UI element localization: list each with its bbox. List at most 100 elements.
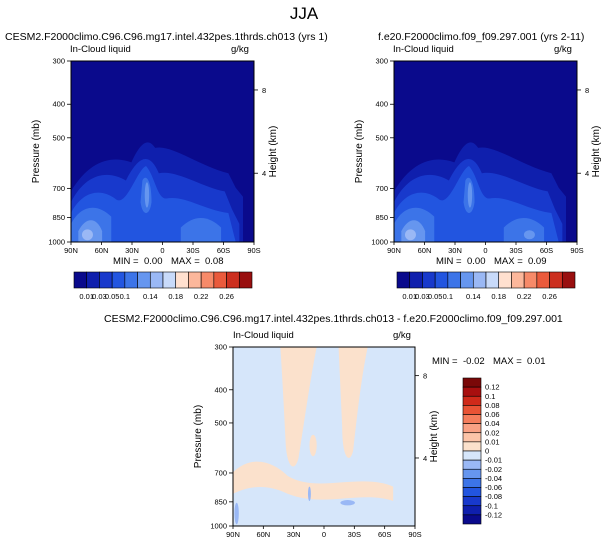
diff-colorbar-label-11: -0.06 <box>485 483 502 492</box>
panel2-level-6 <box>404 229 416 241</box>
panel1-contour-fill <box>71 61 254 242</box>
panel1-level-6 <box>81 229 93 241</box>
panel2-units-label: g/kg <box>554 44 572 55</box>
panel2-height-tick-label-4: 4 <box>585 169 589 178</box>
panel1-title: CESM2.F2000climo.C96.C96.mg17.intel.432p… <box>5 31 328 43</box>
diff-colorbar-box-1 <box>462 386 482 397</box>
panel1-height-tick-label-8: 8 <box>262 86 266 95</box>
panel1-colorbar-box-4 <box>124 271 138 289</box>
panel1-colorbar-label-7: 0.26 <box>219 292 234 301</box>
diff-ytick-label-500: 500 <box>214 418 227 427</box>
panel1-colorbar-box-3 <box>111 271 126 289</box>
panel1-colorbar-label-5: 0.18 <box>168 292 183 301</box>
panel2-colorbar-box-6 <box>472 271 487 289</box>
diff-xtick-label-0: 90N <box>226 530 240 539</box>
panel1-colorbar-box-12 <box>226 271 240 289</box>
panel1-ytick-label-700: 700 <box>52 184 65 193</box>
panel1-colorbar-label-2: 0.05 <box>105 292 120 301</box>
panel1-ytick-label-1000: 1000 <box>48 238 65 247</box>
panel1-right-axis-title: Height (km) <box>268 126 279 178</box>
panel1-ytick-label-400: 400 <box>52 100 65 109</box>
panel1-xtick-label-3: 0 <box>160 246 164 255</box>
diff-max-label: MAX = <box>493 356 522 367</box>
diff-xtick-label-2: 30N <box>287 530 301 539</box>
panel2-colorbar-box-13 <box>561 271 576 289</box>
panel2-colorbar-label-5: 0.18 <box>491 292 506 301</box>
diff-colorbar-box-15 <box>462 514 482 525</box>
panel1-min-label: MIN = <box>113 256 139 267</box>
diff-level-neg-spot-a <box>307 486 311 501</box>
diff-level-pos-b <box>338 347 368 458</box>
diff-colorbar-box-11 <box>462 478 482 488</box>
panel2-colorbar-box-9 <box>511 271 525 289</box>
panel1-units-label: g/kg <box>231 44 249 55</box>
diff-units-label: g/kg <box>393 330 411 341</box>
diff-colorbar-label-0: 0.12 <box>485 383 500 392</box>
diff-colorbar-label-9: -0.02 <box>485 465 502 474</box>
diff-colorbar-box-2 <box>462 395 482 406</box>
panel2-colorbar-box-10 <box>523 271 538 289</box>
panel2-min-label: MIN = <box>436 256 462 267</box>
diff-colorbar-label-4: 0.04 <box>485 419 500 428</box>
panel1-xtick-label-6: 90S <box>247 246 260 255</box>
diff-ytick-label-1000: 1000 <box>210 522 227 531</box>
panel2-xtick-label-0: 90N <box>387 246 401 255</box>
diff-title: CESM2.F2000climo.C96.C96.mg17.intel.432p… <box>104 313 563 325</box>
panel2-colorbar-label-6: 0.22 <box>517 292 532 301</box>
panel1-variable-label: In-Cloud liquid <box>70 44 131 55</box>
diff-ytick-label-700: 700 <box>214 468 227 477</box>
panel1-colorbar-box-2 <box>99 271 113 289</box>
panel2-colorbar-box-11 <box>536 271 550 289</box>
diff-colorbar-label-5: 0.02 <box>485 428 500 437</box>
diff-colorbar-box-7 <box>462 441 482 452</box>
panel1-colorbar-label-3: 0.1 <box>120 292 130 301</box>
diff-max-value: 0.01 <box>527 356 546 367</box>
panel1-xtick-label-1: 60N <box>95 246 109 255</box>
diff-height-tick-label-4: 4 <box>423 454 427 463</box>
diff-height-tick-label-8: 8 <box>423 372 427 381</box>
diff-colorbar-box-4 <box>462 414 482 424</box>
panel2-colorbar-label-7: 0.26 <box>542 292 557 301</box>
diff-colorbar-box-12 <box>462 487 482 497</box>
panel2-colorbar-box-0 <box>396 271 411 289</box>
panel2-colorbar-box-7 <box>485 271 500 289</box>
panel2-max-label: MAX = <box>494 256 523 267</box>
diff-colorbar-label-2: 0.08 <box>485 401 500 410</box>
panel1-colorbar-box-13 <box>238 271 253 289</box>
panel1-xtick-label-0: 90N <box>64 246 78 255</box>
panel2-colorbar-label-3: 0.1 <box>443 292 453 301</box>
panel2-colorbar-label-0: 0.01 <box>402 292 417 301</box>
diff-colorbar-box-5 <box>462 423 482 434</box>
diff-xtick-label-3: 0 <box>322 530 326 539</box>
diff-level-pos-c <box>233 461 394 501</box>
diff-right-axis-title: Height (km) <box>429 411 440 463</box>
panel1-ytick-label-300: 300 <box>52 57 65 66</box>
diff-xtick-label-4: 30S <box>348 530 361 539</box>
panel2-ytick-label-1000: 1000 <box>371 238 388 247</box>
panel2-contour-fill <box>394 61 577 242</box>
panel2-xtick-label-2: 30N <box>448 246 462 255</box>
panel2-xtick-label-6: 90S <box>570 246 583 255</box>
panel2-right-axis-title: Height (km) <box>591 126 602 178</box>
diff-level-neg-spot-b <box>340 500 355 506</box>
panel2-level-5c <box>523 230 535 240</box>
panel1-colorbar-box-8 <box>175 271 189 289</box>
panel2-ytick-label-850: 850 <box>375 213 388 222</box>
panel1-colorbar-box-6 <box>149 271 164 289</box>
diff-colorbar-box-6 <box>462 432 482 443</box>
panel1-min-value: 0.00 <box>144 256 163 267</box>
panel1-xtick-label-2: 30N <box>125 246 139 255</box>
panel1-xtick-label-4: 30S <box>186 246 199 255</box>
panel2-height-tick-label-8: 8 <box>585 86 589 95</box>
panel2-min-value: 0.00 <box>467 256 486 267</box>
panel2-colorbar-label-2: 0.05 <box>428 292 443 301</box>
diff-colorbar-label-10: -0.04 <box>485 474 502 483</box>
diff-colorbar-label-12: -0.08 <box>485 492 502 501</box>
panel1-height-tick-label-4: 4 <box>262 169 266 178</box>
diff-colorbar-label-14: -0.12 <box>485 510 502 519</box>
panel2-colorbar-box-1 <box>409 271 423 289</box>
panel1-colorbar-box-11 <box>213 271 227 289</box>
diff-y-axis-title: Pressure (mb) <box>193 405 204 468</box>
panel2-xtick-label-5: 60S <box>540 246 553 255</box>
diff-colorbar-box-10 <box>462 468 482 479</box>
